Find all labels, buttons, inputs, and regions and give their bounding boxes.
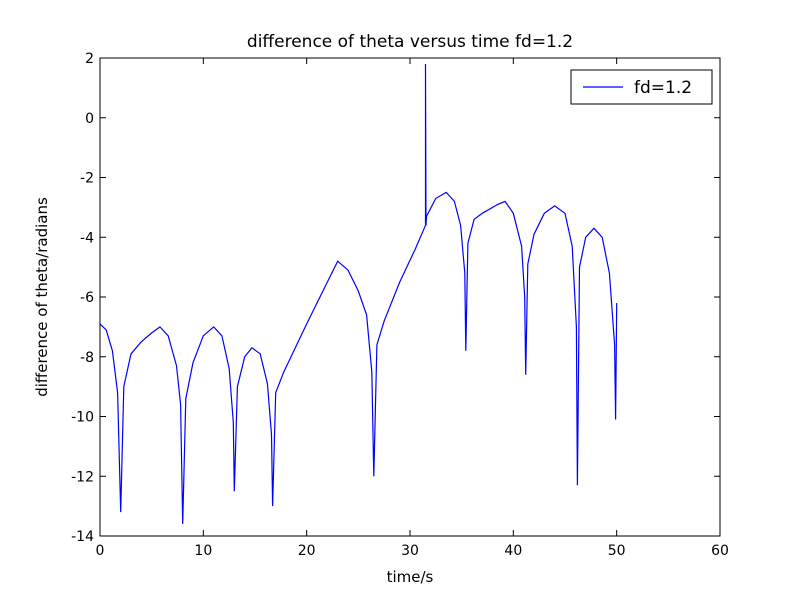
- y-tick-label: -10: [71, 410, 94, 426]
- x-axis-label: time/s: [387, 568, 434, 586]
- x-tick-label: 30: [401, 543, 419, 559]
- y-tick-label: -6: [80, 290, 94, 306]
- y-tick-label: -2: [80, 171, 94, 187]
- plot-frame: [99, 57, 721, 537]
- y-tick-label: -12: [71, 469, 94, 485]
- y-tick-label: 0: [85, 111, 94, 127]
- chart-title: difference of theta versus time fd=1.2: [247, 32, 573, 52]
- x-tick-label: 10: [194, 543, 212, 559]
- legend-label: fd=1.2: [634, 78, 692, 98]
- line-series: [99, 63, 618, 525]
- y-axis-label: difference of theta/radians: [33, 197, 51, 397]
- x-tick-label: 0: [96, 543, 105, 559]
- x-tick-label: 40: [504, 543, 522, 559]
- y-tick-label: -14: [71, 529, 94, 545]
- x-tick-label: 50: [608, 543, 626, 559]
- x-tick-label: 60: [711, 543, 729, 559]
- y-tick-label: -8: [80, 350, 94, 366]
- y-tick-label: -4: [80, 230, 94, 246]
- y-tick-label: 2: [85, 51, 94, 67]
- x-tick-label: 20: [298, 543, 316, 559]
